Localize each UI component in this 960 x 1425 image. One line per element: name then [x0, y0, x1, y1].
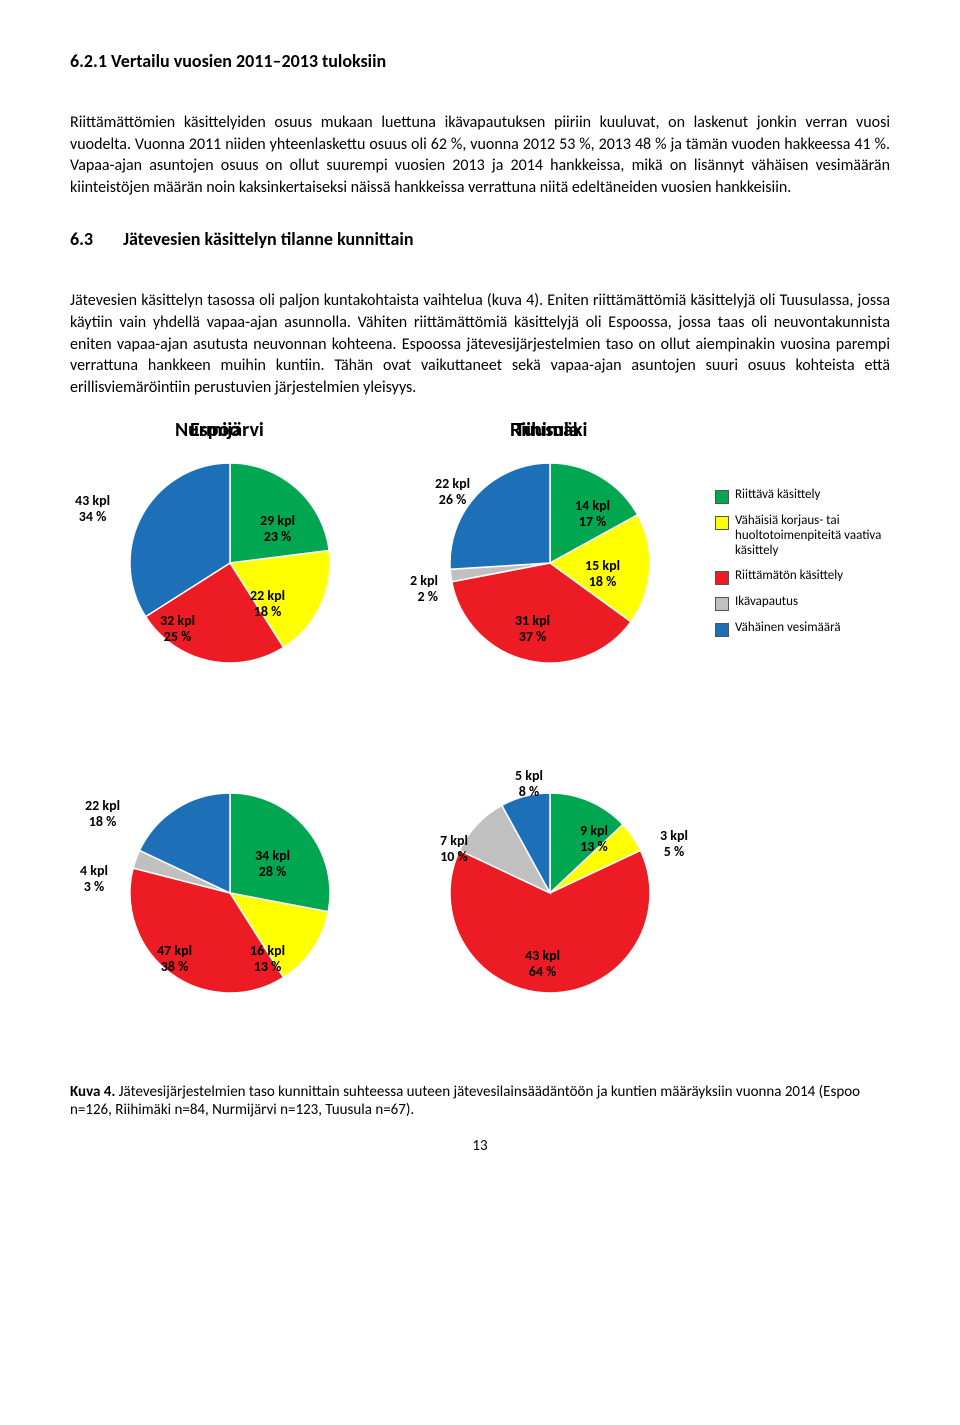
legend: Riittävä käsittely Vähäisiä korjaus- tai… [715, 488, 890, 647]
heading-6-3-number: 6.3 [70, 228, 93, 250]
heading-6-3-text: Jätevesien käsittelyn tilanne kunnittain [123, 228, 413, 250]
pie-label: 9 kpl13 % [580, 823, 608, 854]
pie-label: 5 kpl8 % [515, 768, 543, 799]
pie-label: 16 kpl13 % [250, 943, 285, 974]
legend-text: Vähäinen vesimäärä [735, 621, 890, 636]
legend-item: Vähäinen vesimäärä [715, 621, 890, 637]
pie-label: 47 kpl38 % [157, 943, 192, 974]
legend-item: Riittämätön käsittely [715, 569, 890, 585]
legend-swatch [715, 623, 729, 637]
figure-caption: Kuva 4. Jätevesijärjestelmien taso kunni… [70, 1083, 890, 1119]
legend-item: Vähäisiä korjaus- tai huoltotoimenpiteit… [715, 514, 890, 559]
legend-swatch [715, 490, 729, 504]
chart-nurmijarvi-title: Nurmijärvi [175, 418, 264, 442]
pie-tuusula: 9 kpl13 % 3 kpl5 % 43 kpl64 % 7 kpl10 % … [445, 788, 655, 1003]
pie-label: 15 kpl18 % [585, 558, 620, 589]
pie-label: 4 kpl3 % [80, 863, 108, 894]
pie-label: 2 kpl2 % [410, 573, 438, 604]
legend-item: Ikävapautus [715, 595, 890, 611]
pie-label: 22 kpl18 % [250, 588, 285, 619]
paragraph-1: Riittämättömien käsittelyiden osuus muka… [70, 112, 890, 198]
pie-label: 34 kpl28 % [255, 848, 290, 879]
pie-label: 31 kpl37 % [515, 613, 550, 644]
pie-label: 3 kpl5 % [660, 828, 688, 859]
pie-label: 22 kpl18 % [85, 798, 120, 829]
legend-swatch [715, 571, 729, 585]
pie-label: 7 kpl10 % [440, 833, 468, 864]
heading-6-2-1: 6.2.1 Vertailu vuosien 2011–2013 tuloksi… [70, 50, 890, 72]
pie-riihimaki: 14 kpl17 % 15 kpl18 % 31 kpl37 % 2 kpl2 … [445, 458, 655, 673]
pie-label: 43 kpl64 % [525, 948, 560, 979]
chart-tuusula-title: Tuusula [515, 418, 579, 442]
page-number: 13 [70, 1137, 890, 1155]
legend-text: Riittävä käsittely [735, 488, 890, 503]
legend-text: Riittämätön käsittely [735, 569, 890, 584]
caption-bold: Kuva 4. [70, 1083, 115, 1101]
caption-text: Jätevesijärjestelmien taso kunnittain su… [70, 1083, 860, 1119]
pie-espoo-svg [125, 458, 335, 668]
heading-6-3: 6.3 Jätevesien käsittelyn tilanne kunnitt… [70, 228, 890, 250]
pie-label: 43 kpl34 % [75, 493, 110, 524]
charts-grid: Espoo Riihimäki Nurmijärvi Tuusula Riitt… [70, 418, 890, 1058]
legend-swatch [715, 516, 729, 530]
pie-nurmijarvi: 34 kpl28 % 16 kpl13 % 47 kpl38 % 4 kpl3 … [125, 788, 335, 1003]
legend-item: Riittävä käsittely [715, 488, 890, 504]
pie-label: 14 kpl17 % [575, 498, 610, 529]
pie-label: 22 kpl26 % [435, 476, 470, 507]
legend-swatch [715, 597, 729, 611]
pie-label: 29 kpl23 % [260, 513, 295, 544]
pie-espoo: 29 kpl23 % 22 kpl18 % 32 kpl25 % 43 kpl3… [125, 458, 335, 673]
paragraph-2: Jätevesien käsittelyn tasossa oli paljon… [70, 290, 890, 398]
pie-label: 32 kpl25 % [160, 613, 195, 644]
legend-text: Ikävapautus [735, 595, 890, 610]
legend-text: Vähäisiä korjaus- tai huoltotoimenpiteit… [735, 514, 890, 559]
